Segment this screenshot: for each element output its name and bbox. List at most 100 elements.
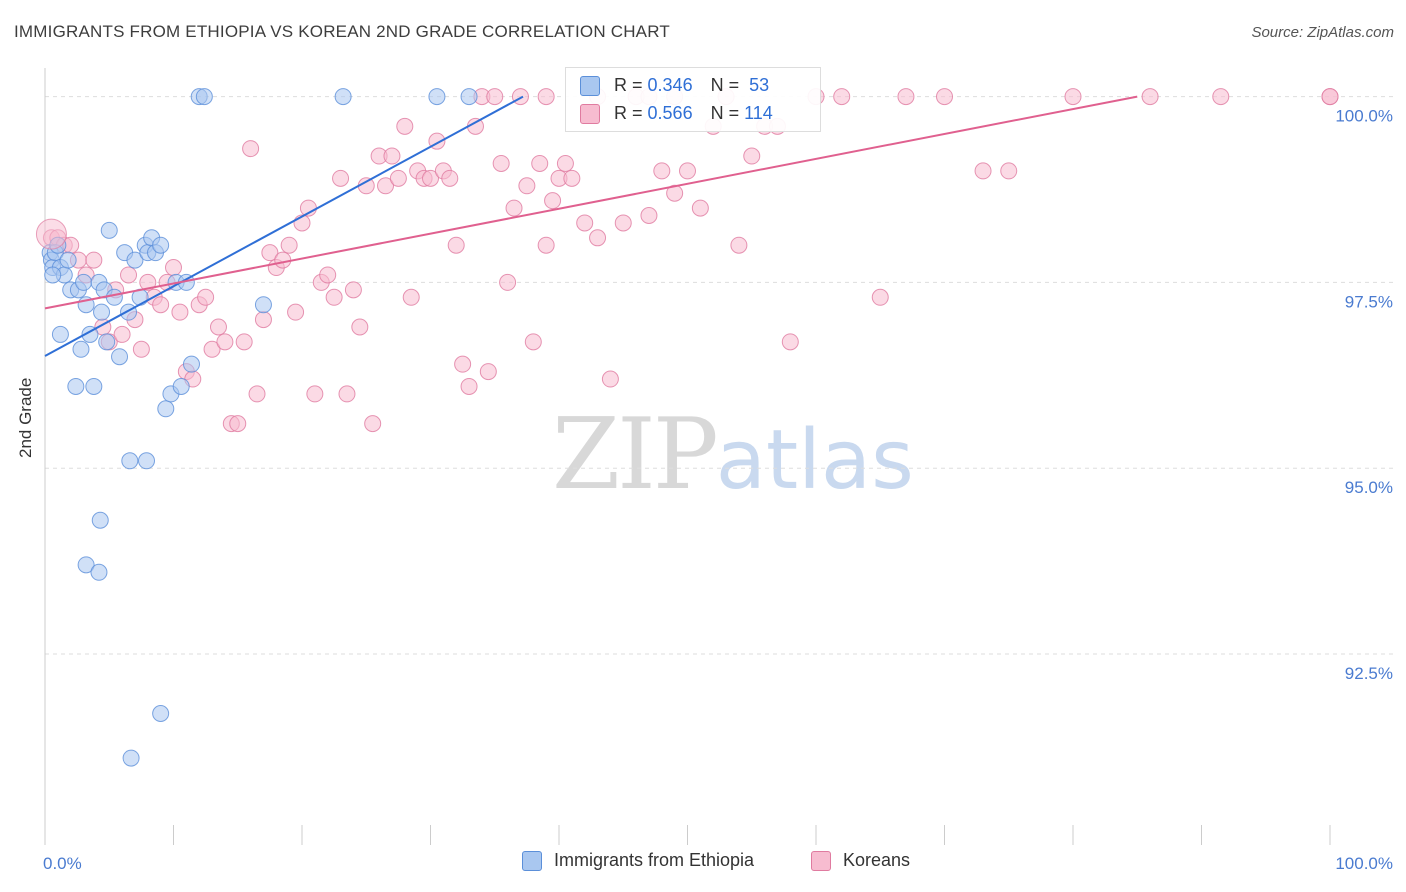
ethiopia-point	[172, 377, 190, 395]
korean-point	[524, 333, 542, 351]
korean-point	[563, 169, 581, 187]
ethiopia-point	[85, 377, 103, 395]
ethiopia-point	[91, 511, 109, 529]
legend-swatch-ethiopia	[580, 75, 600, 96]
korean-point	[537, 88, 555, 106]
korean-point	[897, 88, 915, 106]
bottom-legend: Immigrants from Ethiopia Koreans	[0, 850, 1406, 880]
korean-point	[235, 333, 253, 351]
ethiopia-point	[152, 236, 170, 254]
korean-point	[871, 288, 889, 306]
ethiopia-point	[44, 266, 62, 284]
korean-point	[209, 318, 227, 336]
legend-row-koreans: R = 0.566 N = 114	[580, 103, 773, 124]
x-tick-label: 0.0%	[43, 854, 82, 873]
korean-point	[85, 251, 103, 269]
korean-point	[113, 325, 131, 343]
ethiopia-point	[90, 563, 108, 581]
korean-point	[1321, 88, 1339, 106]
legend-r-value: 0.346	[647, 75, 693, 95]
korean-point	[544, 192, 562, 210]
ethiopia-point	[122, 749, 140, 767]
legend-r-label: R =	[614, 75, 643, 95]
ethiopia-point	[100, 221, 118, 239]
korean-point	[492, 154, 510, 172]
korean-point	[351, 318, 369, 336]
korean-point	[691, 199, 709, 217]
korean-point	[936, 88, 953, 106]
ethiopia-point	[51, 325, 69, 343]
legend-r-value: 0.566	[647, 103, 693, 123]
y-tick-label: 100.0%	[1335, 107, 1393, 126]
korean-point	[364, 415, 382, 433]
korean-point	[396, 117, 414, 135]
korean-point	[974, 162, 992, 180]
korean-point	[287, 303, 305, 321]
korean-point	[601, 370, 619, 388]
korean-point	[261, 244, 279, 262]
korean-point	[306, 385, 324, 403]
korean-trend-line	[44, 95, 1138, 310]
korean-point	[511, 88, 529, 106]
ethiopia-point	[254, 296, 272, 314]
korean-point	[447, 236, 465, 254]
bottom-legend-koreans: Koreans	[811, 850, 910, 871]
ethiopia-point	[98, 333, 116, 351]
korean-point	[35, 218, 67, 250]
korean-point	[505, 199, 523, 217]
korean-point	[197, 288, 215, 306]
korean-point	[679, 162, 696, 180]
korean-point	[242, 140, 260, 158]
korean-point	[1000, 162, 1018, 180]
korean-point	[1212, 88, 1230, 106]
korean-point	[280, 236, 298, 254]
legend-n-label: N =	[710, 75, 740, 95]
bottom-legend-swatch-ethiopia	[522, 850, 542, 871]
ethiopia-point	[75, 273, 93, 291]
korean-point	[666, 184, 684, 202]
korean-point	[1064, 88, 1082, 106]
korean-point	[152, 296, 170, 314]
korean-point	[499, 273, 517, 291]
korean-point	[589, 229, 607, 247]
watermark-atlas: atlas	[715, 413, 914, 508]
korean-point	[171, 303, 189, 321]
korean-point	[139, 273, 157, 291]
ethiopia-point	[67, 377, 85, 395]
korean-point	[254, 311, 272, 329]
korean-point	[422, 169, 439, 187]
y-tick-label: 95.0%	[1345, 478, 1393, 497]
korean-point	[325, 288, 343, 306]
korean-point	[383, 147, 401, 165]
bottom-legend-swatch-koreans	[811, 850, 831, 871]
korean-point	[216, 333, 234, 351]
korean-point	[248, 385, 266, 403]
ethiopia-point	[334, 88, 352, 106]
korean-point	[377, 177, 395, 195]
bottom-legend-ethiopia: Immigrants from Ethiopia	[522, 850, 754, 871]
ethiopia-point	[111, 348, 129, 366]
chart-title: IMMIGRANTS FROM ETHIOPIA VS KOREAN 2ND G…	[14, 22, 670, 41]
ethiopia-point	[152, 705, 170, 723]
legend-n-label: N =	[710, 103, 740, 123]
ethiopia-trend-line	[44, 95, 524, 357]
korean-point	[576, 214, 594, 232]
korean-point	[319, 266, 337, 284]
korean-point	[833, 88, 851, 106]
korean-point	[479, 363, 497, 381]
korean-point	[486, 88, 504, 106]
korean-point	[640, 207, 658, 225]
y-axis-label: 2nd Grade	[16, 377, 35, 458]
korean-point	[730, 236, 748, 254]
ethiopia-point	[105, 288, 123, 306]
ethiopia-point	[195, 88, 213, 106]
ethiopia-point	[126, 251, 144, 269]
korean-point	[537, 236, 555, 254]
ethiopia-point	[157, 400, 175, 418]
y-tick-label: 92.5%	[1345, 664, 1393, 683]
y-tick-label: 97.5%	[1345, 292, 1393, 311]
watermark: ZIPatlas	[552, 398, 914, 512]
korean-point	[441, 169, 459, 187]
korean-point	[274, 251, 292, 269]
